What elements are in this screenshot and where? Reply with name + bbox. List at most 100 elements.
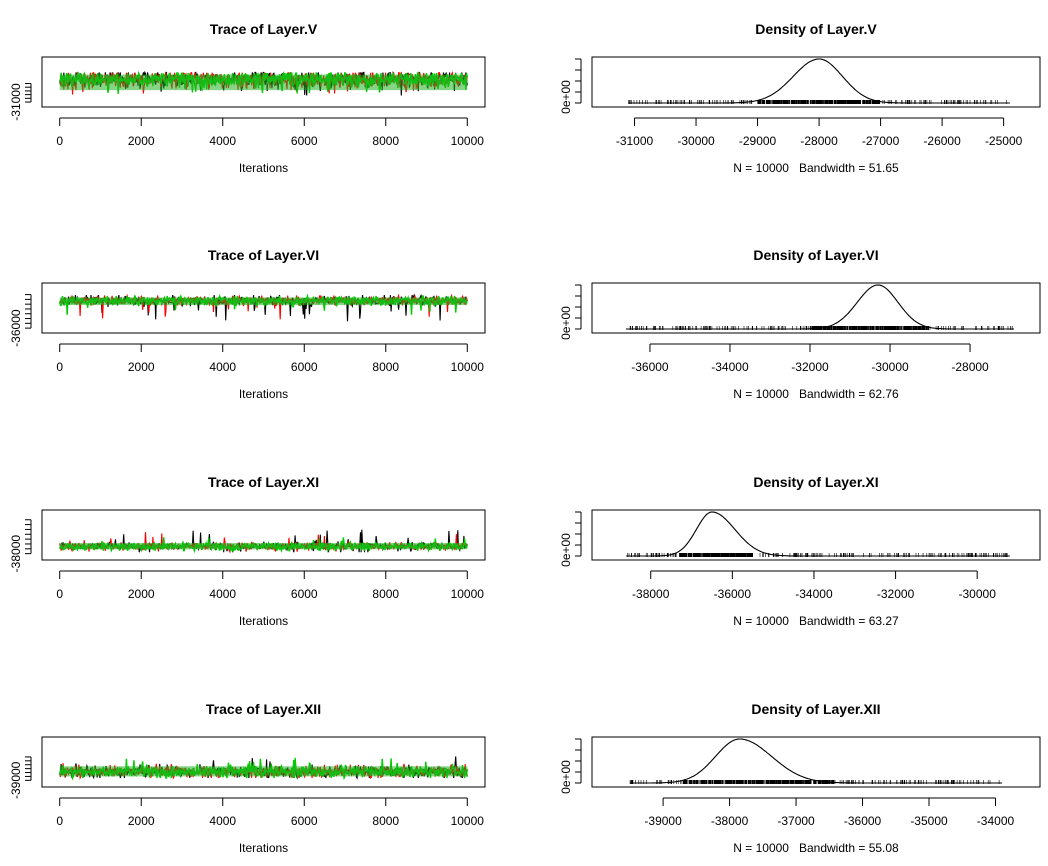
x-tick-label: -30000 [871, 360, 909, 374]
density-curve [629, 738, 1003, 784]
x-tick-label: -38000 [711, 814, 749, 828]
panel-0: Trace of Layer.V -31000 0 2000 4000 6000 8000 1… [9, 21, 486, 175]
x-axis-label: N = 10000 Bandwidth = 55.08 [733, 841, 899, 855]
x-axis-label: Iterations [239, 387, 288, 401]
y-tick-label: -31000 [9, 83, 23, 121]
x-tick-label: -29000 [739, 134, 777, 148]
x-tick-label: 6000 [291, 360, 318, 374]
density-rug [627, 553, 1008, 557]
x-tick-label: -30000 [959, 587, 997, 601]
x-tick-label: 2000 [128, 360, 155, 374]
x-tick-label: 4000 [209, 134, 236, 148]
panel-7: Density of Layer.XII 0e+00 -39000 -38000 -37… [559, 701, 1041, 855]
x-tick-label: 8000 [372, 814, 399, 828]
x-tick-label: -32000 [877, 587, 915, 601]
x-tick-label: 4000 [209, 360, 236, 374]
x-tick-label: 2000 [128, 814, 155, 828]
panel-title: Trace of Layer.V [210, 21, 318, 37]
x-tick-label: 10000 [451, 587, 485, 601]
panel-title: Density of Layer.XII [751, 701, 880, 717]
x-tick-label: 6000 [291, 587, 318, 601]
x-tick-label: -36000 [714, 587, 752, 601]
x-tick-label: 10000 [451, 134, 485, 148]
panel-title: Density of Layer.VI [753, 247, 878, 263]
x-tick-label: -34000 [711, 360, 749, 374]
panel-title: Trace of Layer.VI [208, 247, 319, 263]
x-axis-label: Iterations [239, 614, 288, 628]
trace-density-band [59, 74, 468, 91]
x-tick-label: 8000 [372, 587, 399, 601]
y-tick-label: 0e+00 [559, 306, 573, 340]
x-tick-label: -38000 [632, 587, 670, 601]
y-tick-label: 0e+00 [559, 760, 573, 794]
x-tick-label: 6000 [291, 814, 318, 828]
x-tick-label: 0 [56, 587, 63, 601]
panel-title: Trace of Layer.XII [206, 701, 321, 717]
density-curve [625, 284, 1015, 330]
x-tick-label: 4000 [209, 814, 236, 828]
plot-area [59, 70, 468, 96]
y-tick-label: 0e+00 [559, 80, 573, 114]
plot-area [628, 58, 1010, 104]
panel-6: Trace of Layer.XII -39000 0 2000 4000 6000 800… [9, 701, 486, 855]
panel-2: Trace of Layer.VI -36000 0 2000 4000 6000 8000… [9, 247, 486, 401]
y-tick-label: -39000 [9, 761, 23, 799]
x-tick-label: -30000 [677, 134, 715, 148]
x-axis-label: Iterations [239, 161, 288, 175]
x-tick-label: 10000 [451, 814, 485, 828]
x-tick-label: 10000 [451, 360, 485, 374]
panel-title: Density of Layer.V [755, 21, 877, 37]
trace-density-band [59, 542, 468, 550]
plot-area [59, 529, 468, 554]
x-tick-label: 0 [56, 814, 63, 828]
y-tick-label: -36000 [9, 309, 23, 347]
plot-frame [41, 736, 486, 788]
x-tick-label: -28000 [951, 360, 989, 374]
density-curve [626, 511, 1010, 557]
panel-3: Density of Layer.VI 0e+00 -36000 -34000 -320… [559, 247, 1041, 401]
x-tick-label: -28000 [800, 134, 838, 148]
panel-title: Trace of Layer.XI [208, 474, 319, 490]
plot-frame [41, 509, 486, 561]
x-tick-label: 2000 [128, 134, 155, 148]
panel-title: Density of Layer.XI [753, 474, 878, 490]
plot-frame [591, 509, 1041, 561]
plot-frame [591, 736, 1041, 788]
panel-4: Trace of Layer.XI -38000 0 2000 4000 6000 8000… [9, 474, 486, 628]
x-tick-label: -37000 [777, 814, 815, 828]
x-axis-label: N = 10000 Bandwidth = 62.76 [733, 387, 899, 401]
plot-area [629, 738, 1003, 784]
plot-frame [591, 56, 1041, 108]
x-tick-label: -36000 [631, 360, 669, 374]
density-rug [628, 100, 1007, 104]
trace-density-band [59, 297, 468, 306]
plot-frame [591, 282, 1041, 334]
x-tick-label: 0 [56, 360, 63, 374]
panel-5: Density of Layer.XI 0e+00 -38000 -36000 -340… [559, 474, 1041, 628]
x-tick-label: -27000 [862, 134, 900, 148]
y-tick-label: 0e+00 [559, 533, 573, 567]
plot-frame [41, 56, 486, 108]
x-tick-label: -26000 [923, 134, 961, 148]
panel-1: Density of Layer.V 0e+00 -31000 -30000 -2900… [559, 21, 1041, 175]
plot-area [626, 511, 1010, 557]
x-tick-label: 2000 [128, 587, 155, 601]
x-axis-label: N = 10000 Bandwidth = 51.65 [733, 161, 899, 175]
x-tick-label: -35000 [910, 814, 948, 828]
x-tick-label: -25000 [985, 134, 1023, 148]
plot-area [59, 293, 468, 322]
plot-area [625, 284, 1015, 330]
x-axis-label: Iterations [239, 841, 288, 855]
plot-area [59, 756, 468, 781]
x-tick-label: -36000 [844, 814, 882, 828]
plot-frame [41, 282, 486, 334]
trace-density-band [59, 766, 468, 777]
x-tick-label: -39000 [644, 814, 682, 828]
density-rug [629, 326, 1013, 330]
x-tick-label: -34000 [977, 814, 1015, 828]
x-tick-label: 8000 [372, 134, 399, 148]
x-tick-label: 6000 [291, 134, 318, 148]
x-tick-label: 0 [56, 134, 63, 148]
x-tick-label: -32000 [791, 360, 829, 374]
